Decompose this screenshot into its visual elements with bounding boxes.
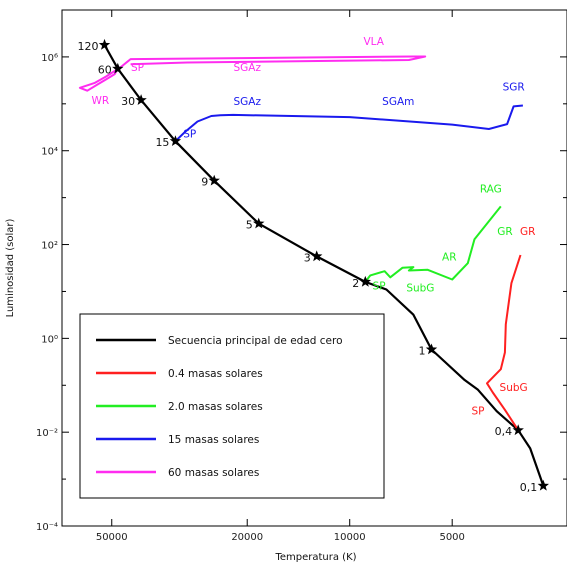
y-tick-label: 10⁴ [41,147,58,158]
phase-annotation: GR [497,226,512,238]
x-tick-label: 50000 [96,532,128,543]
phase-annotation: AR [442,251,456,263]
star-marker [537,479,549,491]
plot-frame [61,9,567,527]
y-axis-title: Luminosidad (solar) [5,218,16,317]
x-tick-label: 20000 [231,532,263,543]
mass-label: 5 [246,219,253,232]
phase-annotation: RAG [480,183,502,195]
mass-label: 0,4 [495,425,513,438]
star-marker [98,38,111,50]
legend-label: 60 masas solares [168,467,259,479]
legend: Secuencia principal de edad cero 0.4 masa… [79,313,385,499]
phase-annotation: SP [471,405,484,417]
star-marker [512,424,524,436]
y-tick-label: 10⁻² [36,428,58,439]
mass-label: 3 [304,251,311,264]
y-tick-label: 10⁰ [41,334,58,345]
series-lines [78,44,545,487]
phase-annotation: VLA [364,36,385,48]
star-marker [169,135,182,146]
mass-markers: 120 60 30 15 9 5 3 2 1 0,4 0,1 [78,38,549,494]
series-line-3 [174,104,523,142]
star-marker [359,275,371,287]
legend-label: 2.0 masas solares [168,401,263,413]
phase-annotation: WR [92,95,110,107]
series-line-2 [364,205,502,283]
mass-label: 9 [201,176,208,189]
mass-label: 60 [98,64,112,77]
star-marker [208,174,220,186]
mass-label: 120 [78,40,99,53]
legend-label: 0.4 masas solares [168,368,263,380]
star-marker [253,217,265,229]
y-tick-label: 10⁻⁴ [36,522,58,533]
axis-ticks [62,9,567,527]
phase-annotation: SP [183,129,196,141]
star-marker [112,62,124,74]
mass-label: 0,1 [520,481,538,494]
axis-tick-labels: 50000 20000 10000 5000 10⁻⁴ 10⁻² 10⁰ 10² 10⁴ 10⁶ [36,53,465,543]
phase-annotation: SGAz [233,96,261,108]
star-marker [425,343,438,355]
series-line-0 [103,44,545,487]
star-marker [311,250,323,262]
mass-label: 2 [352,277,359,290]
legend-label: Secuencia principal de edad cero [168,335,343,347]
series-line-4 [78,55,427,92]
phase-annotation: SubG [406,282,434,294]
phase-annotation: SGR [503,82,525,94]
mass-label: 1 [419,344,426,357]
phase-annotation: SGAm [382,96,414,108]
phase-annotation: SubG [500,382,528,394]
star-marker [135,94,147,105]
phase-annotation: GR [520,226,535,238]
y-tick-label: 10⁶ [41,53,58,64]
phase-annotation: SP [131,62,144,74]
y-tick-label: 10² [41,241,58,252]
series-line-1 [486,254,522,431]
phase-annotation: SP [373,281,386,293]
legend-label: 15 masas solares [168,434,259,446]
mass-label: 15 [155,136,169,149]
phase-annotation: SGAz [233,62,261,74]
phase-annotations: VLA SP SGAz WR SGAz SGAm SGR SP RAG GR GR AR SP SubG S… [92,36,536,417]
x-tick-label: 5000 [439,532,464,543]
x-axis-title: Temperatura (K) [274,552,356,563]
mass-label: 30 [121,95,135,108]
x-tick-label: 10000 [334,532,366,543]
